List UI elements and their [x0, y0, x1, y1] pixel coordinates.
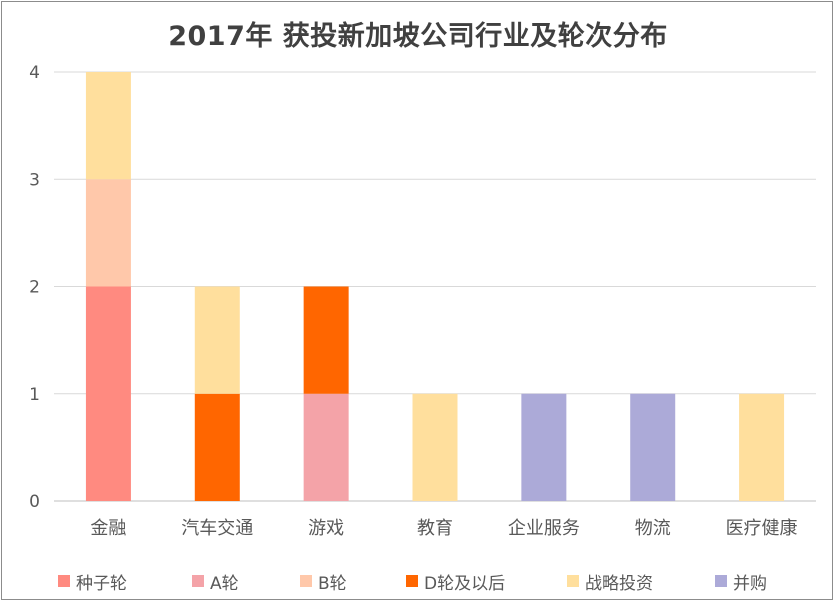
bar-segment	[85, 179, 131, 287]
legend-label: 种子轮	[76, 573, 127, 594]
bar-segment	[521, 393, 567, 501]
legend-swatch	[300, 575, 312, 587]
y-tick-label: 2	[29, 278, 40, 298]
x-tick-label: 企业服务	[508, 518, 580, 539]
bar-segment	[303, 393, 349, 501]
legend-item: B轮	[300, 566, 347, 596]
x-tick-label: 医疗健康	[726, 518, 798, 539]
legend-item: A轮	[192, 566, 239, 596]
y-tick-label: 4	[29, 63, 40, 83]
legend-item: 种子轮	[58, 566, 127, 596]
y-tick-label: 0	[29, 492, 40, 512]
legend-label: D轮及以后	[424, 573, 506, 594]
x-tick-label: 金融	[90, 518, 126, 539]
bar-segment	[412, 393, 458, 501]
legend-label: 战略投资	[585, 573, 653, 594]
legend-item: D轮及以后	[406, 566, 505, 596]
x-tick-label: 汽车交通	[181, 518, 253, 539]
bar-segment	[85, 72, 131, 180]
legend-label: 并购	[733, 573, 767, 594]
legend-label: A轮	[210, 573, 239, 594]
bar-segment	[630, 393, 676, 501]
legend-swatch	[192, 575, 204, 587]
legend: 种子轮 A轮 B轮 D轮及以后 战略投资 并购	[0, 566, 836, 596]
x-tick-label: 游戏	[308, 518, 344, 539]
bar-segment	[85, 286, 131, 501]
legend-swatch	[406, 575, 418, 587]
y-tick-label: 1	[29, 385, 40, 405]
bar-segment	[194, 286, 240, 394]
x-tick-label: 教育	[417, 518, 453, 539]
legend-swatch	[58, 575, 70, 587]
x-tick-label: 物流	[635, 518, 671, 539]
legend-swatch	[567, 575, 579, 587]
bar-segment	[739, 393, 785, 501]
legend-label: B轮	[318, 573, 347, 594]
legend-item: 战略投资	[567, 566, 653, 596]
legend-swatch	[715, 575, 727, 587]
bar-segment	[194, 393, 240, 501]
bar-segment	[303, 286, 349, 394]
y-tick-label: 3	[29, 170, 40, 190]
chart-title: 2017年 获投新加坡公司行业及轮次分布	[168, 21, 668, 52]
legend-item: 并购	[715, 566, 767, 596]
